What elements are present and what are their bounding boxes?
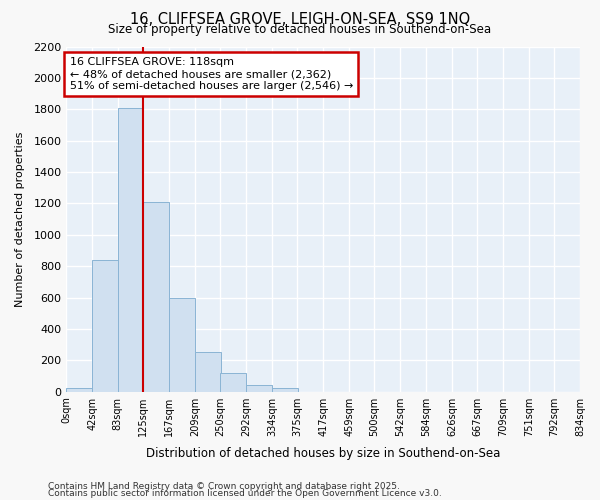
Bar xyxy=(220,373,246,392)
Text: 16, CLIFFSEA GROVE, LEIGH-ON-SEA, SS9 1NQ: 16, CLIFFSEA GROVE, LEIGH-ON-SEA, SS9 1N… xyxy=(130,12,470,28)
Text: Contains public sector information licensed under the Open Government Licence v3: Contains public sector information licen… xyxy=(48,489,442,498)
X-axis label: Distribution of detached houses by size in Southend-on-Sea: Distribution of detached houses by size … xyxy=(146,447,500,460)
Text: 16 CLIFFSEA GROVE: 118sqm
← 48% of detached houses are smaller (2,362)
51% of se: 16 CLIFFSEA GROVE: 118sqm ← 48% of detac… xyxy=(70,58,353,90)
Text: Contains HM Land Registry data © Crown copyright and database right 2025.: Contains HM Land Registry data © Crown c… xyxy=(48,482,400,491)
Bar xyxy=(169,298,195,392)
Y-axis label: Number of detached properties: Number of detached properties xyxy=(15,132,25,307)
Text: Size of property relative to detached houses in Southend-on-Sea: Size of property relative to detached ho… xyxy=(109,22,491,36)
Bar xyxy=(195,352,221,392)
Bar xyxy=(67,388,92,392)
Bar xyxy=(118,108,143,392)
Bar xyxy=(246,384,272,392)
Bar xyxy=(143,202,169,392)
Bar xyxy=(92,260,118,392)
Bar xyxy=(272,388,298,392)
